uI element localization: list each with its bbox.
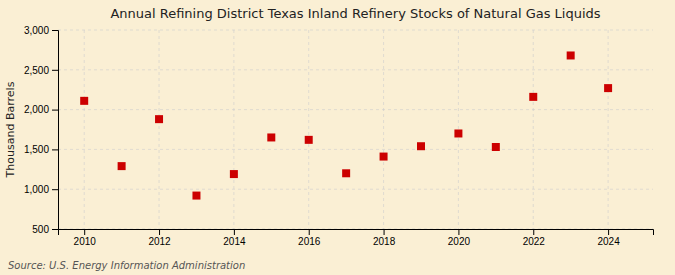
tick-mark — [52, 149, 58, 150]
point — [567, 51, 575, 59]
grid-line — [159, 30, 160, 229]
tick-label: 2016 — [298, 236, 321, 247]
tick-mark — [234, 229, 235, 235]
tick-mark — [458, 229, 459, 235]
grid — [58, 30, 653, 229]
tick-mark — [608, 229, 609, 235]
tick-mark — [384, 229, 385, 235]
tick: 3,000 — [24, 25, 58, 36]
tick-mark — [84, 229, 85, 235]
title: Annual Refining District Texas Inland Re… — [110, 6, 600, 21]
point — [80, 97, 88, 105]
tick-label: 2020 — [448, 236, 471, 247]
tick: 2,500 — [24, 65, 58, 76]
tick: 2012 — [148, 229, 171, 247]
grid-line — [58, 69, 653, 70]
y-axis-title: Thousand Barrels — [4, 81, 17, 178]
tick-label: 2010 — [74, 236, 97, 247]
tick-mark — [52, 229, 58, 230]
x-axis: 2010 2012 2014 2016 2018 2020 2022 2024 — [59, 229, 654, 247]
tick-label: 1,000 — [24, 184, 49, 195]
tick-mark — [309, 229, 310, 235]
grid-line — [58, 149, 653, 150]
point — [604, 84, 612, 92]
point — [380, 153, 388, 161]
tick: 2018 — [373, 229, 396, 247]
point — [267, 133, 275, 141]
grid-line — [533, 30, 534, 229]
plot: 2010 2012 2014 2016 2018 2020 2022 2024 500 1,000… — [24, 25, 654, 247]
tick-label: 2012 — [148, 236, 171, 247]
tick: 2,000 — [24, 104, 58, 115]
grid-line — [308, 30, 309, 229]
point — [155, 115, 163, 123]
tick-label: 3,000 — [24, 25, 49, 36]
point — [454, 129, 462, 137]
point — [305, 136, 313, 144]
tick-label: 2,500 — [24, 65, 49, 76]
tick-mark — [533, 229, 534, 235]
axis-line — [52, 31, 59, 230]
tick-label: 2018 — [373, 236, 396, 247]
tick: 1,500 — [24, 144, 58, 155]
tick: 2016 — [298, 229, 321, 247]
tick: 2010 — [74, 229, 97, 247]
tick-label: 500 — [32, 224, 49, 235]
tick-label: 2022 — [523, 236, 546, 247]
tick-label: 2014 — [223, 236, 246, 247]
axis-line — [59, 230, 654, 236]
source-note: Source: U.S. Energy Information Administ… — [8, 260, 245, 271]
tick-label: 1,500 — [24, 144, 49, 155]
point — [492, 143, 500, 151]
tick: 2014 — [223, 229, 246, 247]
tick: 2024 — [597, 229, 620, 247]
tick-mark — [52, 70, 58, 71]
tick-mark — [159, 229, 160, 235]
point — [342, 169, 350, 177]
grid-line — [383, 30, 384, 229]
tick: 2020 — [448, 229, 471, 247]
grid-line — [608, 30, 609, 229]
point — [417, 142, 425, 150]
point — [230, 170, 238, 178]
y-axis: 500 1,000 1,500 2,000 2,500 3,000 — [24, 25, 59, 235]
point — [192, 192, 200, 200]
point — [529, 93, 537, 101]
points — [80, 51, 612, 199]
point — [118, 162, 126, 170]
grid-line — [58, 109, 653, 110]
chart: 2010 2012 2014 2016 2018 2020 2022 2024 500 1,000… — [0, 0, 675, 275]
grid-line — [58, 189, 653, 190]
tick: 2022 — [523, 229, 546, 247]
tick-label: 2024 — [597, 236, 620, 247]
tick-mark — [52, 30, 58, 31]
tick: 500 — [32, 224, 58, 235]
grid-line — [58, 30, 653, 31]
tick-label: 2,000 — [24, 104, 49, 115]
tick-mark — [52, 110, 58, 111]
grid-line — [233, 30, 234, 229]
tick-mark — [52, 189, 58, 190]
tick: 1,000 — [24, 184, 58, 195]
grid-line — [84, 30, 85, 229]
